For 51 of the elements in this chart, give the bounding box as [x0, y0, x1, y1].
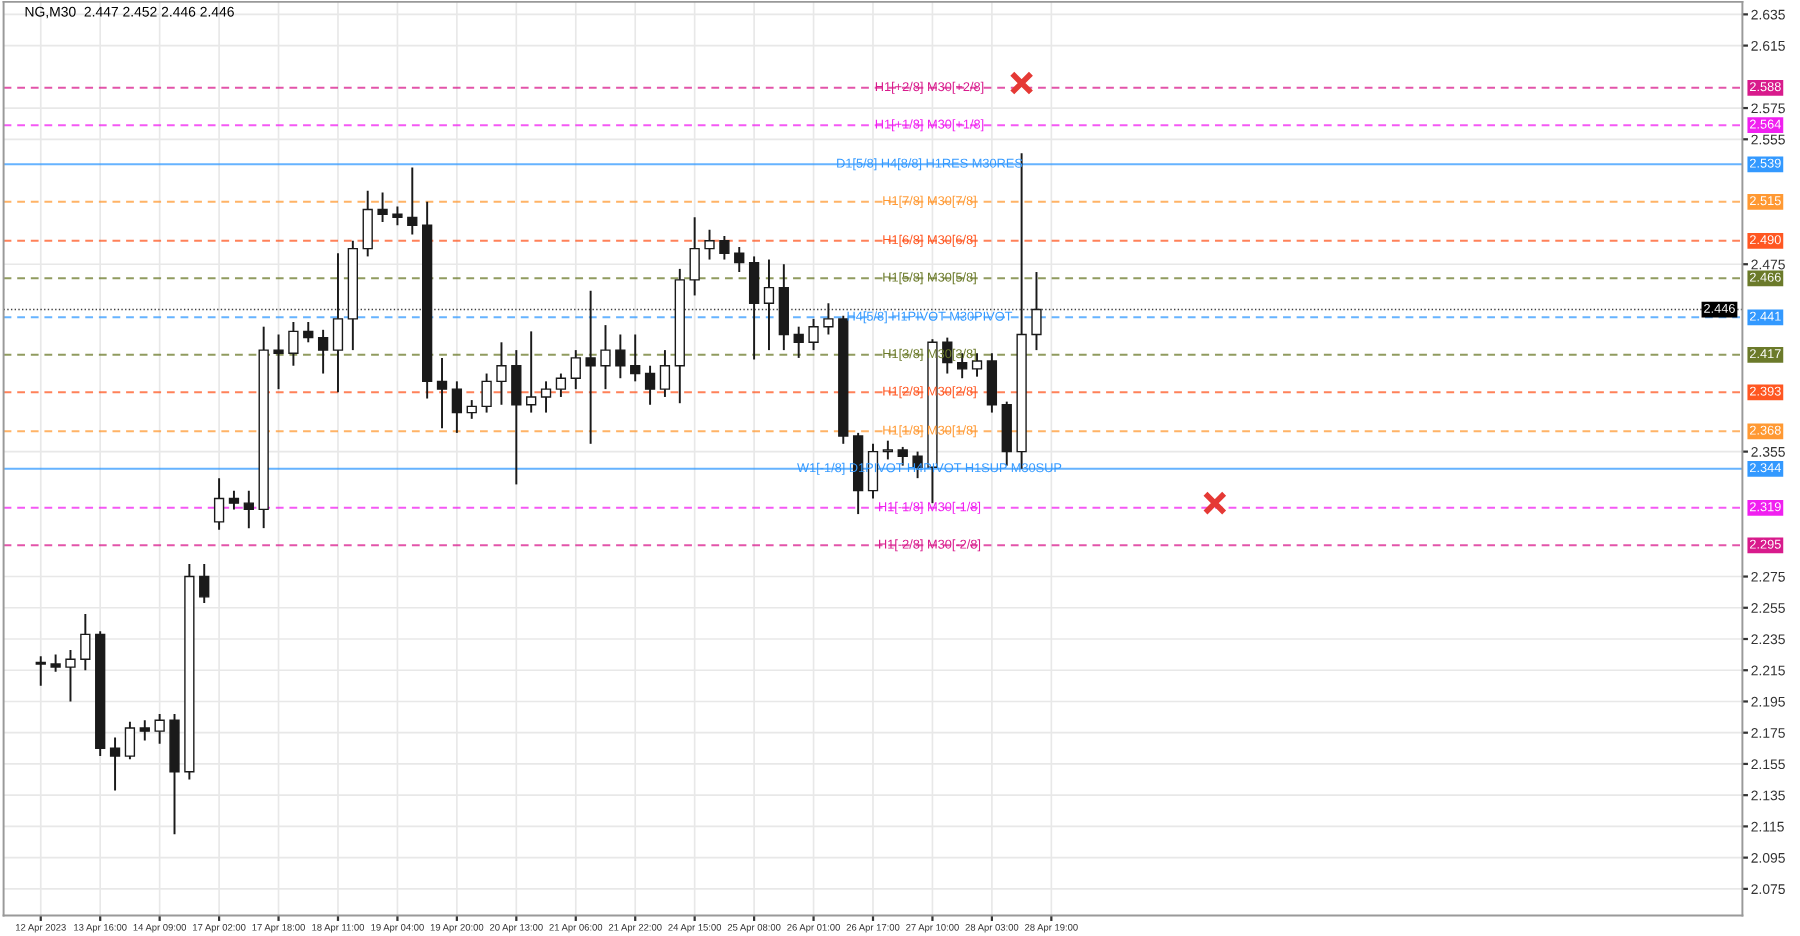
candlestick	[704, 228, 715, 261]
candlestick	[644, 364, 656, 406]
candlestick	[526, 330, 537, 414]
candlestick	[317, 328, 329, 375]
candlestick	[65, 648, 76, 703]
candlestick	[243, 489, 254, 530]
candlestick	[228, 489, 240, 511]
candlestick	[570, 349, 581, 391]
candlestick	[823, 302, 834, 336]
candlestick	[466, 399, 477, 420]
candlestick	[793, 325, 804, 359]
candlestick	[35, 655, 46, 687]
candlestick	[585, 289, 596, 445]
candlestick	[630, 333, 641, 383]
candlestick	[540, 380, 552, 414]
candlestick	[303, 321, 314, 344]
candlestick	[481, 372, 492, 414]
candlestick	[213, 477, 225, 531]
candlestick	[109, 736, 121, 792]
candlestick	[763, 258, 775, 352]
candlestick	[778, 263, 789, 352]
candlestick	[154, 712, 165, 745]
candlestick	[511, 349, 522, 486]
candlestick	[124, 720, 136, 761]
candlestick	[986, 352, 998, 414]
candlestick	[734, 246, 745, 273]
candlestick	[689, 216, 700, 297]
candlestick	[615, 333, 626, 380]
candlestick	[659, 349, 671, 398]
candlestick	[555, 372, 567, 398]
candlestick	[139, 719, 150, 742]
candlestick	[748, 255, 760, 361]
candlestick	[882, 439, 894, 461]
candlestick	[808, 317, 819, 352]
candlestick	[451, 380, 463, 434]
candlestick	[1031, 271, 1042, 352]
candlestick	[392, 205, 403, 227]
candlestick	[600, 324, 611, 391]
candlestick	[377, 191, 388, 224]
candlestick	[362, 189, 373, 258]
candlestick	[1001, 400, 1012, 467]
candlestick	[407, 166, 418, 236]
candlestick	[897, 445, 908, 467]
candlestick	[496, 341, 507, 406]
candlestick	[199, 563, 210, 605]
candlestick	[80, 613, 91, 672]
candlestick	[273, 333, 284, 391]
candlestick	[288, 321, 299, 367]
candlestick	[436, 356, 448, 430]
candlestick	[332, 252, 344, 394]
candlestick	[719, 235, 730, 261]
